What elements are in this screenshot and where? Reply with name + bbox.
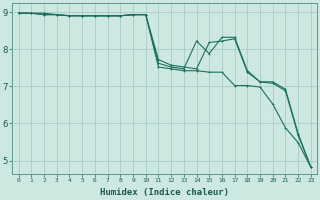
X-axis label: Humidex (Indice chaleur): Humidex (Indice chaleur) [100,188,229,197]
